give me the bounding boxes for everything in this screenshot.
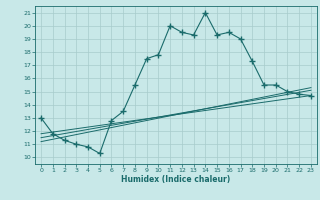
X-axis label: Humidex (Indice chaleur): Humidex (Indice chaleur) <box>121 175 231 184</box>
